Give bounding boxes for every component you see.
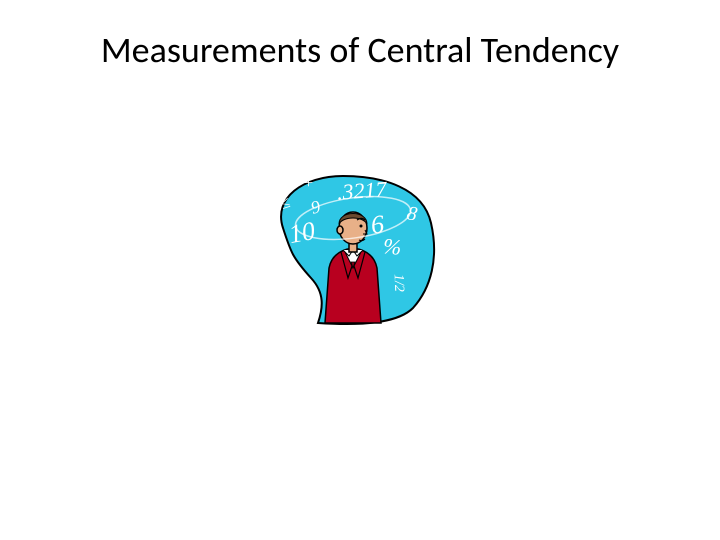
num-3217: .3217 <box>336 178 387 203</box>
num-10: 10 <box>287 218 317 248</box>
num-plus: + <box>303 176 314 192</box>
slide-title: Measurements of Central Tendency <box>0 28 720 72</box>
num-6: 6 <box>370 211 386 238</box>
num-side: 1/2 <box>391 274 406 292</box>
num-percent: % <box>382 235 403 259</box>
numbers-clipart-illustration: .3217 9 8 6 10 % ≤ + = 1/2 <box>263 168 439 328</box>
